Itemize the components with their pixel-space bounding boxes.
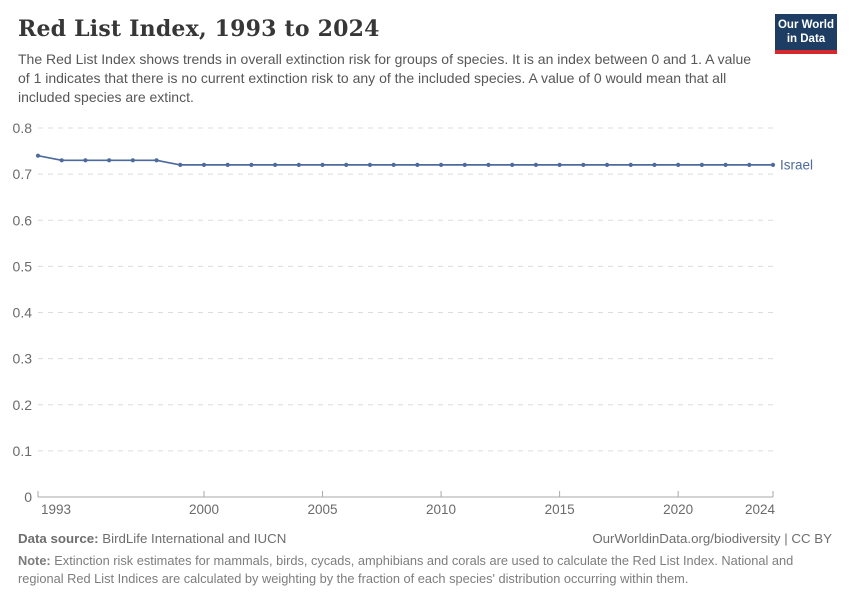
y-tick-label: 0.7	[13, 166, 33, 182]
y-tick-label: 0.4	[13, 305, 33, 321]
note-label: Note:	[18, 553, 51, 568]
data-point[interactable]	[486, 162, 491, 167]
owid-logo-line2: in Data	[786, 32, 826, 45]
chart-subtitle: The Red List Index shows trends in overa…	[18, 51, 752, 105]
data-point[interactable]	[415, 162, 420, 167]
data-point[interactable]	[178, 162, 183, 167]
data-point[interactable]	[770, 162, 776, 167]
data-source-label: Data source:	[18, 531, 99, 546]
y-tick-label: 0.3	[13, 351, 33, 367]
owid-logo-line1: Our World	[777, 19, 834, 31]
data-point[interactable]	[747, 162, 752, 167]
x-tick-label: 2015	[545, 502, 575, 517]
x-tick-label: 1993	[41, 502, 71, 517]
data-point[interactable]	[130, 158, 135, 163]
data-point[interactable]	[676, 162, 681, 167]
chart-note: Note: Extinction risk estimates for mamm…	[18, 552, 818, 588]
data-point[interactable]	[581, 162, 586, 167]
data-point[interactable]	[249, 162, 254, 167]
note-value: Extinction risk estimates for mammals, b…	[18, 553, 794, 586]
y-tick-label: 0.2	[13, 397, 33, 413]
data-point[interactable]	[462, 162, 467, 167]
x-tick-label: 2010	[426, 502, 456, 517]
data-point[interactable]	[699, 162, 704, 167]
y-tick-label: 0	[24, 489, 32, 505]
credit-link[interactable]: OurWorldinData.org/biodiversity | CC BY	[592, 531, 832, 546]
data-point[interactable]	[344, 162, 349, 167]
page-title: Red List Index, 1993 to 2024	[18, 16, 380, 42]
data-point[interactable]	[201, 162, 207, 167]
data-point[interactable]	[320, 162, 325, 167]
data-point[interactable]	[510, 162, 515, 167]
data-point[interactable]	[367, 162, 373, 167]
data-point[interactable]	[83, 158, 88, 163]
data-point[interactable]	[296, 162, 301, 167]
data-point[interactable]	[107, 158, 112, 163]
x-tick-label: 2024	[745, 502, 776, 517]
y-tick-label: 0.5	[13, 258, 33, 274]
data-point[interactable]	[35, 153, 41, 158]
data-source-text: Data source: BirdLife International and …	[18, 531, 286, 546]
x-tick-label: 2020	[663, 502, 693, 517]
owid-logo: Our World in Data	[775, 14, 837, 54]
x-tick-label: 2000	[189, 502, 219, 517]
y-tick-label: 0.6	[13, 212, 33, 228]
data-point[interactable]	[438, 162, 444, 167]
data-point[interactable]	[533, 162, 539, 167]
data-source-value: BirdLife International and IUCN	[98, 531, 287, 546]
series-end-label: Israel	[780, 157, 813, 172]
data-point[interactable]	[723, 162, 728, 167]
data-point[interactable]	[154, 158, 159, 163]
data-point[interactable]	[628, 162, 633, 167]
y-tick-label: 0.8	[13, 120, 33, 136]
data-point[interactable]	[391, 162, 396, 167]
source-row: Data source: BirdLife International and …	[18, 531, 832, 546]
series-line-israel[interactable]	[37, 154, 773, 166]
x-tick-label: 2005	[307, 502, 337, 517]
data-point[interactable]	[225, 162, 230, 167]
y-tick-label: 0.1	[13, 443, 33, 459]
data-point[interactable]	[652, 162, 657, 167]
line-chart-canvas[interactable]: 0 0.1 0.2 0.3 0.4 0.5 0.6 0.7 0.8 1993 2000 2005 201…	[0, 0, 850, 530]
data-point[interactable]	[557, 162, 562, 167]
data-point[interactable]	[272, 162, 278, 167]
data-point[interactable]	[59, 158, 64, 163]
data-point[interactable]	[604, 162, 610, 167]
